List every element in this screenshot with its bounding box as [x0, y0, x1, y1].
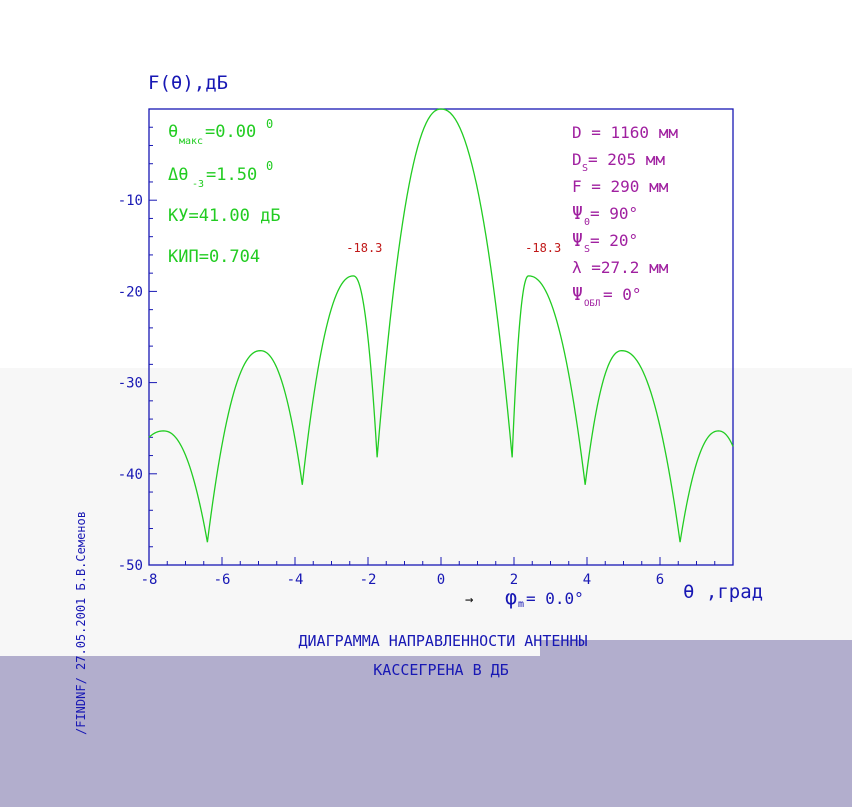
y-tick-label: -20: [118, 284, 143, 300]
background-band-light: [0, 368, 852, 658]
param-psi0-main: Ψ: [572, 203, 583, 224]
phi-subscript: m: [518, 599, 524, 610]
theta-max-subscript: макс: [179, 136, 203, 147]
dtheta-symbol: Δθ: [168, 165, 188, 185]
param-psi0-sub: 0: [584, 217, 590, 228]
param-psi0-value: = 90°: [590, 204, 638, 223]
x-tick-label: -4: [287, 572, 304, 588]
right-params: D = 1160 мм D S = 205 мм F = 290 мм Ψ 0 …: [572, 123, 678, 309]
pattern-curve: [148, 108, 734, 543]
y-axis-label: F(θ),дБ: [148, 72, 228, 94]
phi-label: → φ m = 0.0°: [465, 585, 584, 610]
left-params: θ макс =0.00 0 Δθ -3 =1.50 0 КУ=41.00 дБ…: [168, 117, 281, 267]
phi-symbol: φ: [505, 585, 517, 609]
x-tick-label: 2: [510, 572, 518, 588]
efficiency-value: КИП=0.704: [168, 247, 260, 267]
x-tick-label: 0: [437, 572, 445, 588]
param-psis-value: = 20°: [590, 231, 638, 250]
param-ds-sub: S: [582, 163, 588, 174]
annotations-group: -18.3 -18.3: [346, 241, 561, 255]
x-tick-label: -8: [141, 572, 158, 588]
dtheta-value: =1.50: [206, 165, 257, 185]
x-tick-label: -2: [360, 572, 377, 588]
theta-max-symbol: θ: [168, 122, 178, 142]
param-psiobl-main: Ψ: [572, 284, 583, 305]
param-psiobl-value: = 0°: [603, 285, 642, 304]
param-d: D = 1160 мм: [572, 123, 678, 142]
chart-title-line1: ДИАГРАММА НАПРАВЛЕННОСТИ АНТЕННЫ: [299, 632, 588, 650]
x-axis-label: θ ,град: [683, 581, 763, 603]
tick-labels-group: -8 -6 -4 -2 0 2 4 6-10-20-30-40-50: [118, 193, 665, 588]
background-band-lavender: [0, 656, 852, 807]
x-tick-label: 4: [583, 572, 591, 588]
y-tick-label: -40: [118, 467, 143, 483]
theta-max-degree: 0: [266, 117, 273, 131]
param-psis-sub: S: [584, 244, 590, 255]
sidelobe-level-label: -18.3: [525, 241, 561, 255]
param-ds-value: = 205 мм: [588, 150, 665, 169]
gain-value: КУ=41.00 дБ: [168, 206, 281, 226]
phi-value: = 0.0°: [526, 589, 584, 608]
background-band-step: [540, 640, 852, 658]
param-psis-main: Ψ: [572, 230, 583, 251]
arrow-icon: →: [465, 592, 473, 608]
y-tick-label: -50: [118, 558, 143, 574]
param-lambda: λ =27.2 мм: [572, 258, 669, 277]
y-tick-label: -30: [118, 376, 143, 392]
sidelobe-level-label: -18.3: [346, 241, 382, 255]
ticks-group: [148, 108, 734, 566]
theta-max-value: =0.00: [205, 122, 256, 142]
dtheta-degree: 0: [266, 159, 273, 173]
x-tick-label: 6: [656, 572, 664, 588]
param-psiobl-sub: ОБЛ: [584, 299, 600, 309]
dtheta-subscript: -3: [192, 179, 204, 190]
side-signature: /FINDNF/ 27.05.2001 Б.В.Семенов: [74, 511, 88, 735]
x-tick-label: -6: [214, 572, 231, 588]
param-ds-main: D: [572, 150, 582, 169]
param-f: F = 290 мм: [572, 177, 669, 196]
chart-title-line2: КАССЕГРЕНА В ДБ: [373, 661, 508, 679]
y-tick-label: -10: [118, 193, 143, 209]
